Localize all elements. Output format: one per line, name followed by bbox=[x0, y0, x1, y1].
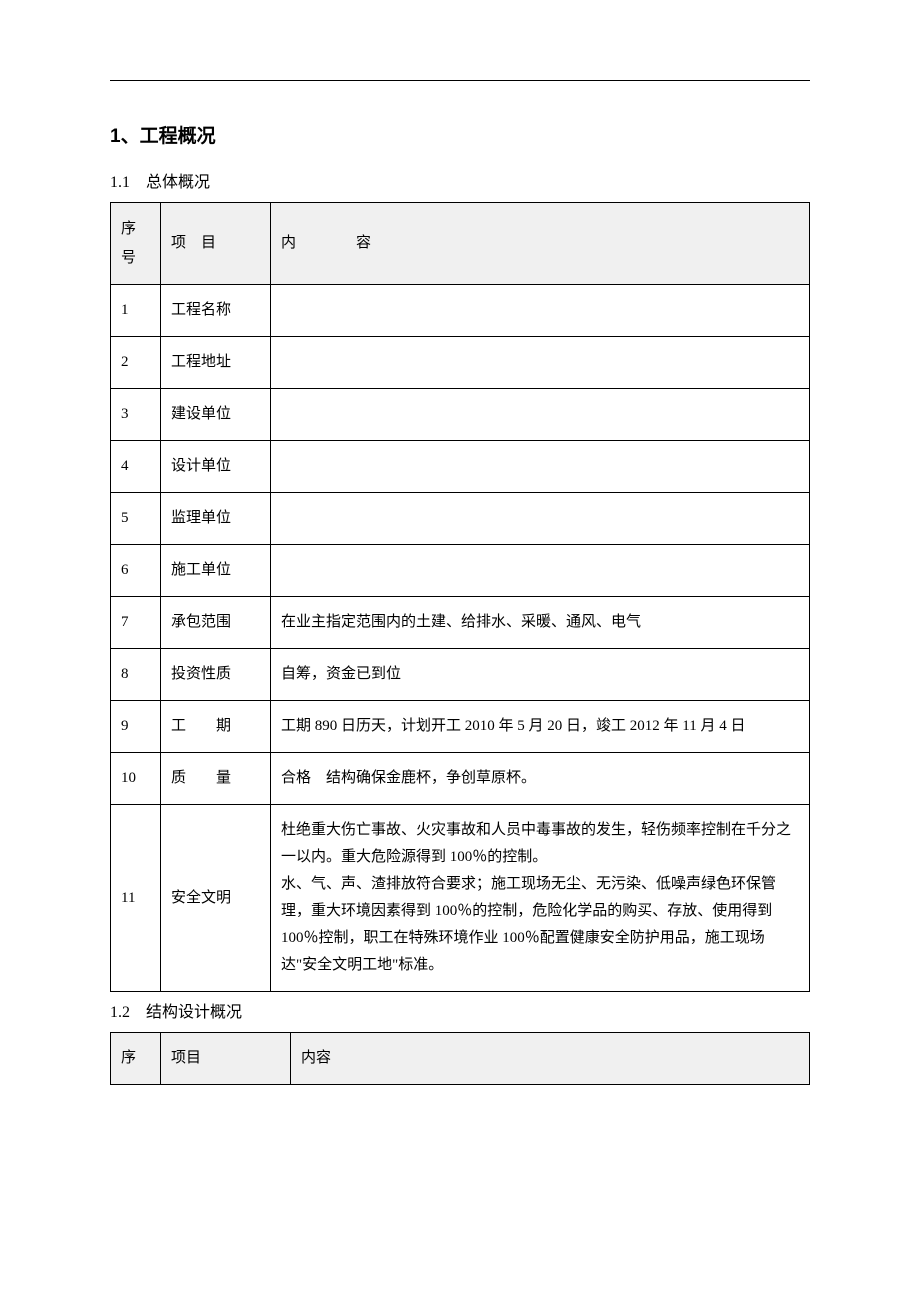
cell-item: 工 期 bbox=[161, 701, 271, 753]
cell-item: 监理单位 bbox=[161, 493, 271, 545]
header-item: 项 目 bbox=[161, 203, 271, 285]
cell-content: 杜绝重大伤亡事故、火灾事故和人员中毒事故的发生，轻伤频率控制在千分之一以内。重大… bbox=[271, 805, 810, 992]
table-row: 11 安全文明 杜绝重大伤亡事故、火灾事故和人员中毒事故的发生，轻伤频率控制在千… bbox=[111, 805, 810, 992]
cell-item: 工程名称 bbox=[161, 285, 271, 337]
cell-item: 质 量 bbox=[161, 753, 271, 805]
table-row: 7 承包范围 在业主指定范围内的土建、给排水、采暖、通风、电气 bbox=[111, 597, 810, 649]
table-row: 1 工程名称 bbox=[111, 285, 810, 337]
cell-seq: 1 bbox=[111, 285, 161, 337]
header-content: 内 容 bbox=[271, 203, 810, 285]
cell-item: 工程地址 bbox=[161, 337, 271, 389]
table-row: 4 设计单位 bbox=[111, 441, 810, 493]
cell-item: 承包范围 bbox=[161, 597, 271, 649]
header-seq: 序 bbox=[111, 1033, 161, 1085]
table-row: 9 工 期 工期 890 日历天，计划开工 2010 年 5 月 20 日，竣工… bbox=[111, 701, 810, 753]
cell-content bbox=[271, 441, 810, 493]
cell-seq: 11 bbox=[111, 805, 161, 992]
heading-level2-2: 1.2 结构设计概况 bbox=[110, 998, 810, 1022]
cell-seq: 3 bbox=[111, 389, 161, 441]
cell-item: 建设单位 bbox=[161, 389, 271, 441]
cell-seq: 10 bbox=[111, 753, 161, 805]
cell-seq: 7 bbox=[111, 597, 161, 649]
cell-seq: 8 bbox=[111, 649, 161, 701]
cell-content bbox=[271, 493, 810, 545]
cell-seq: 6 bbox=[111, 545, 161, 597]
cell-seq: 2 bbox=[111, 337, 161, 389]
heading-level1: 1、工程概况 bbox=[110, 121, 810, 148]
table-row: 6 施工单位 bbox=[111, 545, 810, 597]
cell-item: 安全文明 bbox=[161, 805, 271, 992]
cell-seq: 9 bbox=[111, 701, 161, 753]
cell-content bbox=[271, 545, 810, 597]
overview-table: 序号 项 目 内 容 1 工程名称 2 工程地址 3 建设单位 4 设计单位 5 bbox=[110, 202, 810, 992]
cell-content bbox=[271, 285, 810, 337]
cell-seq: 5 bbox=[111, 493, 161, 545]
table-row: 3 建设单位 bbox=[111, 389, 810, 441]
page-top-divider bbox=[110, 80, 810, 81]
table-row: 5 监理单位 bbox=[111, 493, 810, 545]
structure-design-table: 序 项目 内容 bbox=[110, 1032, 810, 1085]
cell-content bbox=[271, 389, 810, 441]
cell-seq: 4 bbox=[111, 441, 161, 493]
table-header-row: 序 项目 内容 bbox=[111, 1033, 810, 1085]
cell-content: 自筹，资金已到位 bbox=[271, 649, 810, 701]
heading-level2-1: 1.1 总体概况 bbox=[110, 168, 810, 192]
header-content: 内容 bbox=[291, 1033, 810, 1085]
cell-content: 在业主指定范围内的土建、给排水、采暖、通风、电气 bbox=[271, 597, 810, 649]
cell-content: 工期 890 日历天，计划开工 2010 年 5 月 20 日，竣工 2012 … bbox=[271, 701, 810, 753]
header-item: 项目 bbox=[161, 1033, 291, 1085]
table-row: 10 质 量 合格 结构确保金鹿杯，争创草原杯。 bbox=[111, 753, 810, 805]
table-row: 8 投资性质 自筹，资金已到位 bbox=[111, 649, 810, 701]
cell-item: 投资性质 bbox=[161, 649, 271, 701]
header-seq: 序号 bbox=[111, 203, 161, 285]
cell-content bbox=[271, 337, 810, 389]
cell-content: 合格 结构确保金鹿杯，争创草原杯。 bbox=[271, 753, 810, 805]
table-row: 2 工程地址 bbox=[111, 337, 810, 389]
table-header-row: 序号 项 目 内 容 bbox=[111, 203, 810, 285]
cell-item: 施工单位 bbox=[161, 545, 271, 597]
cell-item: 设计单位 bbox=[161, 441, 271, 493]
